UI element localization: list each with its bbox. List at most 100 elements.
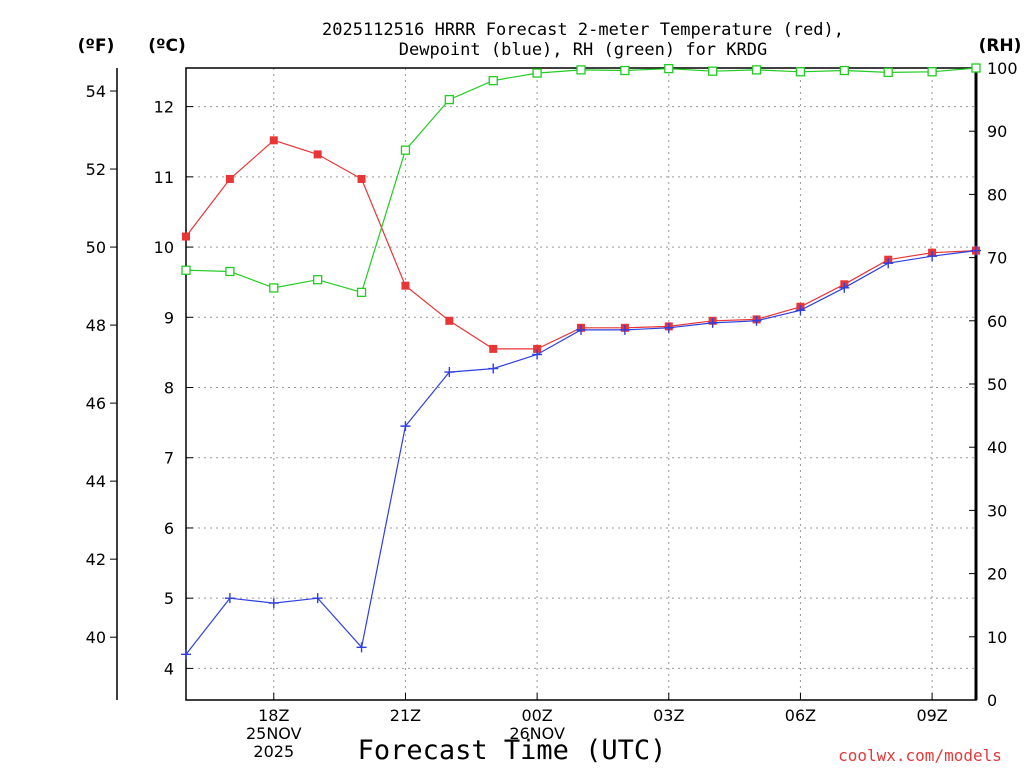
temperature-line <box>185 139 977 350</box>
time-tick-label: 06Z <box>785 706 816 725</box>
rh-point <box>839 65 849 76</box>
rh-point <box>488 75 498 86</box>
fahrenheit-tick-label: 54 <box>86 82 106 101</box>
rh-point <box>225 266 235 277</box>
gridlines <box>186 68 976 700</box>
fahrenheit-tick-label: 50 <box>86 238 106 257</box>
rh-tick-label: 10 <box>987 628 1007 647</box>
dewpoint-point <box>312 593 323 604</box>
credit-text: coolwx.com/models <box>838 746 1002 765</box>
unit-label-rh: (RH) <box>979 36 1022 56</box>
rh-point <box>971 63 981 73</box>
dewpoint-line <box>185 250 977 655</box>
dewpoint-point <box>356 642 367 653</box>
rh-point <box>356 287 367 298</box>
dewpoint-point <box>576 324 586 335</box>
unit-label-celsius: (ºC) <box>148 36 186 56</box>
dewpoint-point <box>971 245 981 256</box>
dewpoint-point <box>532 349 543 360</box>
dewpoint-point <box>927 251 938 262</box>
rh-point <box>532 68 542 78</box>
celsius-axis: 4 5 6 7 8 9 10 11 12 <box>154 98 193 678</box>
rh-tick-label: 40 <box>987 438 1007 457</box>
rh-tick-label: 0 <box>987 691 997 710</box>
fahrenheit-tick-label: 44 <box>86 472 106 491</box>
dewpoint-point <box>751 315 762 326</box>
rh-point <box>927 67 937 77</box>
rh-tick-label: 100 <box>987 59 1018 78</box>
chart-title-line1: 2025112516 HRRR Forecast 2-meter Tempera… <box>322 20 844 40</box>
temperature-point <box>357 174 366 183</box>
celsius-tick-label: 9 <box>164 308 174 327</box>
series-layer <box>181 63 981 660</box>
rh-point <box>181 265 191 275</box>
temperature-point <box>182 232 190 241</box>
rh-point <box>795 67 806 77</box>
rh-line <box>185 67 977 294</box>
rh-tick-label: 90 <box>987 122 1007 141</box>
dewpoint-point <box>619 324 630 335</box>
rh-point <box>444 94 454 105</box>
celsius-tick-label: 11 <box>154 168 174 187</box>
celsius-tick-label: 10 <box>154 238 174 257</box>
rh-point <box>313 275 323 285</box>
dewpoint-point <box>707 317 718 328</box>
rh-point <box>576 65 586 75</box>
time-tick-label: 25NOV <box>246 724 302 743</box>
rh-point <box>664 63 674 74</box>
time-tick-label: 2025 <box>253 742 294 761</box>
x-axis-label: Forecast Time (UTC) <box>358 735 667 766</box>
rh-tick-label: 60 <box>987 312 1007 331</box>
rh-axis: 0 10 20 30 40 50 60 70 80 90 100 <box>969 59 1018 710</box>
temperature-point <box>269 136 278 145</box>
unit-label-fahrenheit: (ºF) <box>78 36 115 56</box>
rh-point <box>708 66 718 76</box>
fahrenheit-tick-label: 40 <box>86 628 106 647</box>
rh-point <box>883 67 893 78</box>
time-tick-label: 18Z <box>258 706 289 725</box>
dewpoint-point <box>488 363 499 374</box>
dewpoint-point <box>400 421 411 432</box>
rh-point <box>620 65 630 76</box>
time-tick-label: 09Z <box>916 706 947 725</box>
time-tick-label: 26NOV <box>509 724 565 743</box>
temperature-point <box>313 150 322 159</box>
rh-point <box>269 283 279 293</box>
dewpoint-point <box>839 282 850 293</box>
celsius-tick-label: 12 <box>154 98 174 117</box>
rh-tick-label: 30 <box>987 501 1007 520</box>
dewpoint-point <box>268 598 279 609</box>
rh-tick-label: 70 <box>987 249 1007 268</box>
fahrenheit-axis: 40 42 44 46 48 50 52 54 <box>86 82 117 647</box>
celsius-tick-label: 6 <box>164 519 174 538</box>
time-tick-label: 21Z <box>390 706 421 725</box>
rh-point <box>400 145 411 155</box>
celsius-tick-label: 4 <box>164 659 174 678</box>
rh-tick-label: 20 <box>987 565 1007 584</box>
dewpoint-point <box>224 593 235 604</box>
temperature-point <box>445 316 454 325</box>
rh-tick-label: 50 <box>987 375 1007 394</box>
dewpoint-point <box>181 649 191 660</box>
celsius-tick-label: 5 <box>164 589 174 608</box>
celsius-tick-label: 8 <box>164 379 174 398</box>
plot-frame <box>185 67 977 701</box>
dewpoint-point <box>444 367 455 378</box>
celsius-tick-label: 7 <box>164 449 174 468</box>
chart-title-line2: Dewpoint (blue), RH (green) for KRDG <box>399 40 767 60</box>
dewpoint-point <box>663 322 674 333</box>
rh-tick-label: 80 <box>987 185 1007 204</box>
fahrenheit-tick-label: 48 <box>86 316 106 335</box>
temperature-point <box>401 281 410 290</box>
fahrenheit-tick-label: 52 <box>86 160 106 179</box>
fahrenheit-tick-label: 42 <box>86 550 106 569</box>
fahrenheit-tick-label: 46 <box>86 394 106 413</box>
temperature-point <box>225 174 234 183</box>
temperature-point <box>489 344 498 353</box>
temperature-point <box>533 344 542 353</box>
time-tick-label: 03Z <box>653 706 684 725</box>
dewpoint-point <box>795 305 806 316</box>
dewpoint-point <box>883 258 894 269</box>
